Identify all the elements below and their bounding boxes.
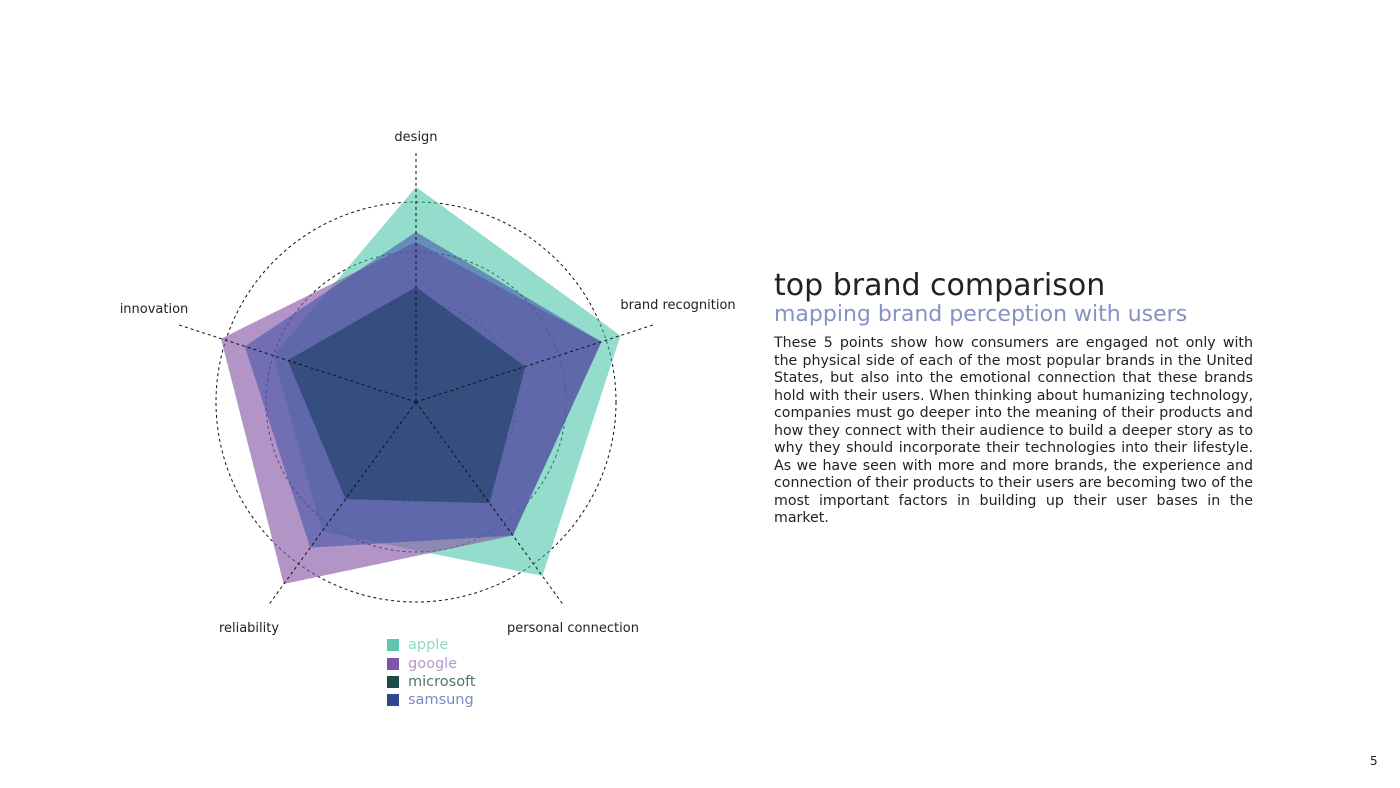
body-paragraph: These 5 points show how consumers are en… <box>774 335 1253 526</box>
series-samsung <box>244 232 602 548</box>
axis-label-design: design <box>394 130 437 145</box>
legend-item-google: google <box>387 654 476 672</box>
radar-chart: design brand recognition personal connecti… <box>120 130 736 636</box>
legend-label-samsung: samsung <box>408 692 474 709</box>
axis-label-brand-recognition: brand recognition <box>620 298 735 313</box>
legend-swatch-microsoft <box>387 675 399 688</box>
legend-swatch-google <box>387 657 399 670</box>
radar-series <box>221 187 621 584</box>
page-subtitle: mapping brand perception with users <box>774 302 1188 327</box>
legend-label-apple: apple <box>408 637 449 654</box>
legend-label-microsoft: microsoft <box>408 673 476 690</box>
legend-item-apple: apple <box>387 636 476 654</box>
legend-item-samsung: samsung <box>387 691 476 709</box>
text-panel: top brand comparison mapping brand perce… <box>774 268 1253 528</box>
axis-label-innovation: innovation <box>120 302 189 317</box>
page-title: top brand comparison <box>774 268 1106 303</box>
legend-item-microsoft: microsoft <box>387 673 476 691</box>
legend-label-google: google <box>408 655 458 672</box>
legend-swatch-samsung <box>387 694 399 707</box>
page-number: 5 <box>1370 754 1378 768</box>
chart-legend: apple google microsoft samsung <box>387 636 476 710</box>
axis-label-reliability: reliability <box>219 621 279 636</box>
legend-swatch-apple <box>387 639 399 652</box>
radar-axis-labels: design brand recognition personal connecti… <box>120 130 736 636</box>
axis-label-personal-connection: personal connection <box>507 621 639 636</box>
